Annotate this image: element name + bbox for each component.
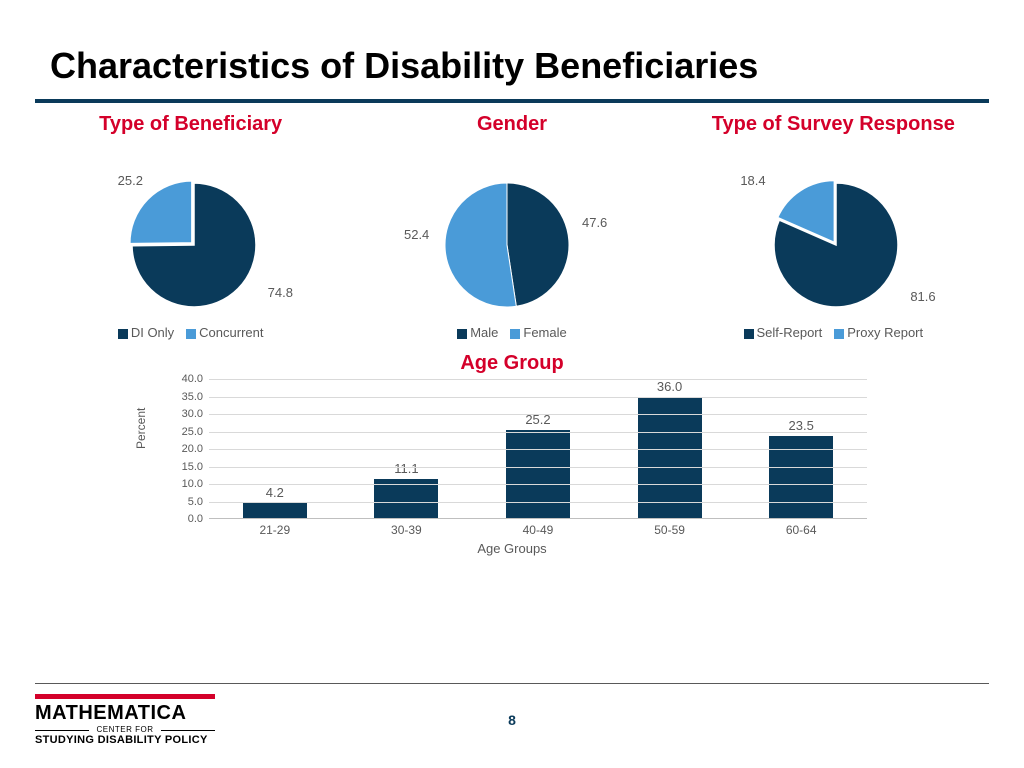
grid-line [209,432,867,433]
pie-title: Type of Beneficiary [36,113,346,161]
pie-value-label: 18.4 [740,173,765,188]
y-tick-label: 0.0 [188,513,203,525]
x-tick-label: 40-49 [493,523,583,537]
y-tick-label: 40.0 [182,373,203,385]
pie-charts-row: Type of Beneficiary 74.8 25.2 DI Only Conc… [0,113,1024,340]
pie-canvas: 81.6 18.4 [678,167,978,317]
grid-line [209,502,867,503]
legend-swatch [186,329,196,339]
pie-title: Type of Survey Response [678,113,988,161]
pie-survey: Type of Survey Response 81.6 18.4 Self-Re… [678,113,988,340]
pie-value-label: 47.6 [582,215,607,230]
x-tick-label: 21-29 [230,523,320,537]
y-tick-label: 30.0 [182,408,203,420]
legend-label: Male [470,325,498,340]
legend-label: Female [523,325,566,340]
legend-swatch [744,329,754,339]
x-tick-label: 30-39 [361,523,451,537]
pie-value-label: 81.6 [910,289,935,304]
pie-legend: DI Only Concurrent [36,325,346,340]
legend-label: Self-Report [757,325,823,340]
legend-item: Female [510,325,566,340]
legend-label: DI Only [131,325,174,340]
pie-slice [130,181,192,244]
title-divider [35,99,989,103]
x-tick-label: 50-59 [625,523,715,537]
y-tick-label: 15.0 [182,461,203,473]
pie-slice [507,183,569,306]
grid-line [209,484,867,485]
x-tick-label: 60-64 [756,523,846,537]
legend-swatch [834,329,844,339]
legend-swatch [510,329,520,339]
pie-value-label: 74.8 [268,285,293,300]
grid-line [209,467,867,468]
grid-line [209,414,867,415]
y-tick-label: 35.0 [182,391,203,403]
bar [638,397,702,518]
bar-chart: Percent 0.05.010.015.020.025.030.035.040… [147,379,877,554]
page-title: Characteristics of Disability Beneficiar… [0,0,1024,99]
bar-value-label: 36.0 [657,379,682,394]
bar [506,430,570,518]
bar [243,503,307,518]
legend-item: Self-Report [744,325,823,340]
y-tick-label: 5.0 [188,496,203,508]
grid-line [209,379,867,380]
bar-chart-section: Age Group Percent 0.0 5.0 10.0 15.0 20.0 25.0… [0,352,1024,554]
y-tick-label: 20.0 [182,443,203,455]
pie-gender: Gender 47.6 52.4 Male Female [357,113,667,340]
logo-red-bar [35,694,215,699]
page-number: 8 [0,712,1024,728]
pie-legend: Male Female [357,325,667,340]
legend-label: Proxy Report [847,325,923,340]
grid-line [209,449,867,450]
pie-legend: Self-Report Proxy Report [678,325,988,340]
legend-swatch [457,329,467,339]
pie-canvas: 47.6 52.4 [357,167,657,317]
pie-value-label: 25.2 [118,173,143,188]
legend-item: DI Only [118,325,174,340]
pie-beneficiary: Type of Beneficiary 74.8 25.2 DI Only Conc… [36,113,346,340]
x-axis-title: Age Groups [147,541,877,556]
plot-area: 4.211.125.236.023.5 [209,379,867,519]
legend-swatch [118,329,128,339]
logo-sub-text-2: STUDYING DISABILITY POLICY [35,734,255,746]
y-axis-label: Percent [134,408,148,449]
y-tick-label: 25.0 [182,426,203,438]
legend-label: Concurrent [199,325,263,340]
pie-value-label: 52.4 [404,227,429,242]
bar-value-label: 11.1 [394,461,418,476]
bar-value-label: 23.5 [789,418,814,433]
y-tick-label: 10.0 [182,478,203,490]
legend-item: Proxy Report [834,325,923,340]
pie-canvas: 74.8 25.2 [36,167,336,317]
legend-item: Male [457,325,498,340]
pie-title: Gender [357,113,667,161]
x-axis-labels: 21-29 30-39 40-49 50-59 60-64 [209,523,867,537]
footer-divider [35,683,989,684]
legend-item: Concurrent [186,325,263,340]
bar-chart-title: Age Group [0,352,1024,375]
grid-line [209,397,867,398]
bar-value-label: 4.2 [266,485,284,500]
pie-slice [445,183,516,307]
y-axis: 0.05.010.015.020.025.030.035.040.0 [147,379,207,519]
